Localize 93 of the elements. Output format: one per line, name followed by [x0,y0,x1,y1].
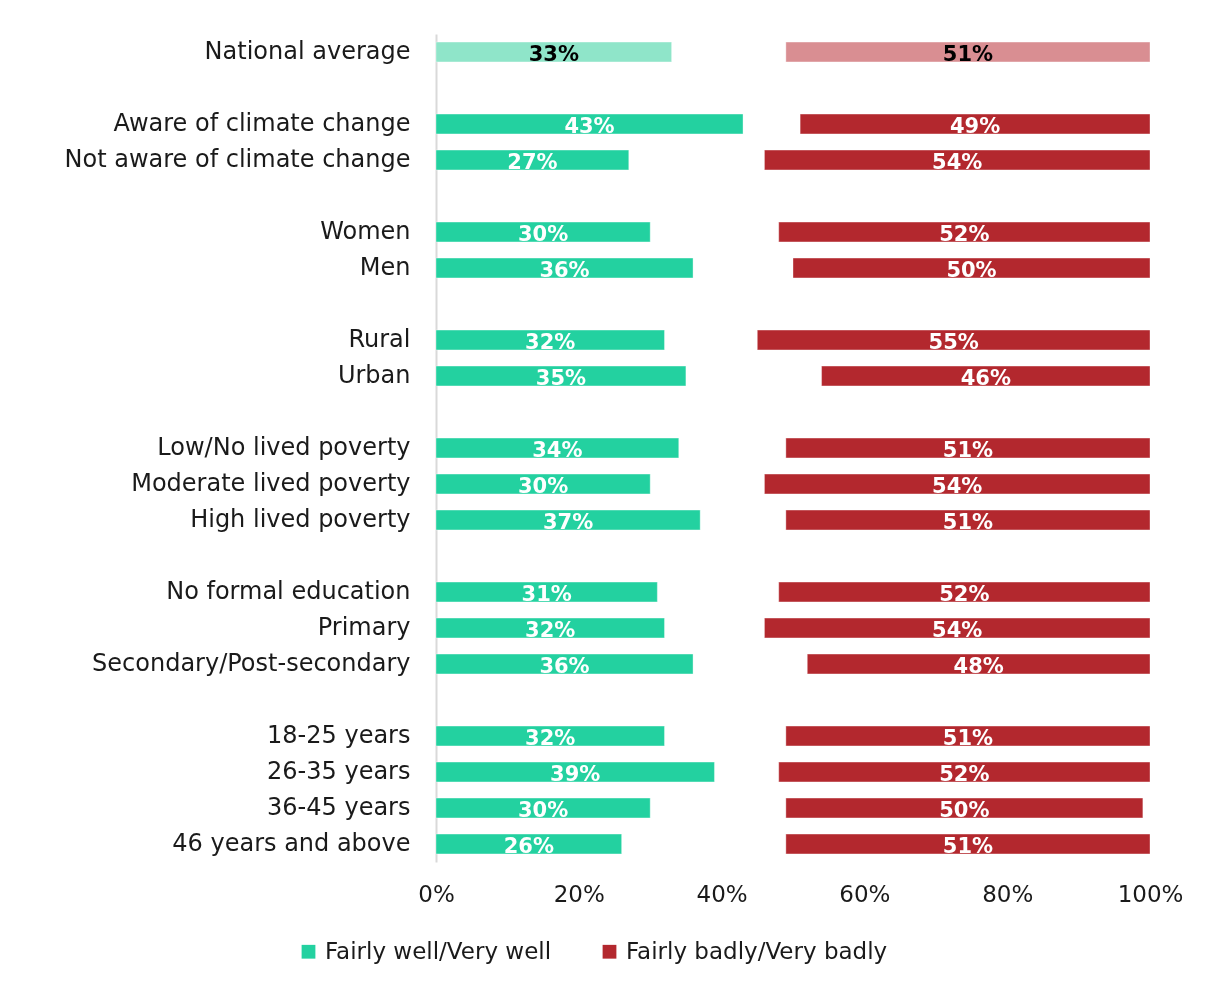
y-tick-label: Aware of climate change [113,109,411,137]
y-tick-label: Urban [337,361,411,389]
y-tick-label: 26-35 years [267,757,411,785]
bar [435,329,665,351]
data-label: 30% [517,222,569,246]
data-label: 55% [928,330,979,354]
bar [435,797,651,819]
bar [757,329,1151,351]
y-tick-label: Not aware of climate change [64,145,411,173]
data-label: 50% [946,258,997,282]
bar [435,509,701,531]
bar [785,437,1151,459]
bar [435,257,694,279]
data-label: 33% [528,42,579,66]
data-label: 51% [942,438,994,462]
bar [799,113,1151,135]
bar [785,833,1151,855]
bar [435,41,672,63]
x-tick-label: 60% [839,880,891,907]
data-label: 54% [932,618,983,642]
data-label: 30% [517,474,569,498]
bar [764,473,1151,495]
data-label: 26% [503,834,554,858]
y-tick-label: National average [204,37,411,65]
data-label: 48% [953,654,1004,678]
bar [435,221,651,243]
data-label: 54% [932,474,983,498]
bar [785,41,1151,63]
data-label: 34% [532,438,583,462]
bar [435,473,651,495]
bar [785,509,1151,531]
y-tick-label: 46 years and above [172,829,411,857]
y-tick-label: Low/No lived poverty [157,433,411,461]
bar [435,581,658,603]
data-label: 51% [942,42,994,66]
x-tick-label: 40% [696,880,748,907]
y-tick-label: Rural [348,325,411,353]
data-label: 43% [564,114,615,138]
data-label: 27% [507,150,558,174]
y-tick-label: 18-25 years [267,721,411,749]
x-tick-label: 100% [1117,880,1184,907]
y-tick-label: High lived poverty [190,505,411,533]
legend-label: Fairly well/Very well [325,937,552,964]
bar [785,797,1144,819]
data-label: 30% [517,798,569,822]
bar [435,617,665,639]
data-label: 36% [539,654,590,678]
bar [792,257,1151,279]
data-label: 39% [550,762,601,786]
data-label: 46% [960,366,1011,390]
bar [785,725,1151,747]
bar [806,653,1151,675]
y-tick-label: Moderate lived poverty [131,469,411,497]
bar [435,833,622,855]
y-tick-label: 36-45 years [267,793,411,821]
data-label: 49% [949,114,1001,138]
x-tick-label: 80% [982,880,1034,907]
y-tick-label: Women [320,217,411,245]
bar [435,725,665,747]
bar [435,437,680,459]
bar [435,653,694,675]
data-label: 31% [521,582,572,606]
bar [778,221,1151,243]
bar [435,113,744,135]
y-tick-label: Men [359,253,411,281]
data-label: 32% [525,726,576,750]
data-label: 52% [939,582,990,606]
bar [778,581,1151,603]
data-label: 36% [539,258,590,282]
y-tick-label: Secondary/Post-secondary [92,649,411,677]
bar [435,149,630,171]
bar [764,149,1151,171]
x-tick-label: 0% [418,880,455,907]
data-label: 51% [942,510,994,534]
bar [435,761,715,783]
bar [435,365,687,387]
data-label: 35% [535,366,587,390]
bar [778,761,1151,783]
data-label: 37% [542,510,594,534]
data-label: 32% [525,618,576,642]
data-label: 32% [525,330,576,354]
legend-label: Fairly badly/Very badly [626,937,888,964]
data-label: 51% [942,726,994,750]
x-tick-label: 20% [553,880,605,907]
y-tick-label: Primary [317,613,411,641]
data-label: 54% [932,150,983,174]
data-label: 52% [939,222,990,246]
data-label: 51% [942,834,994,858]
bar [821,365,1151,387]
data-label: 52% [939,762,990,786]
bar [764,617,1151,639]
y-tick-label: No formal education [166,577,411,605]
data-label: 50% [939,798,990,822]
